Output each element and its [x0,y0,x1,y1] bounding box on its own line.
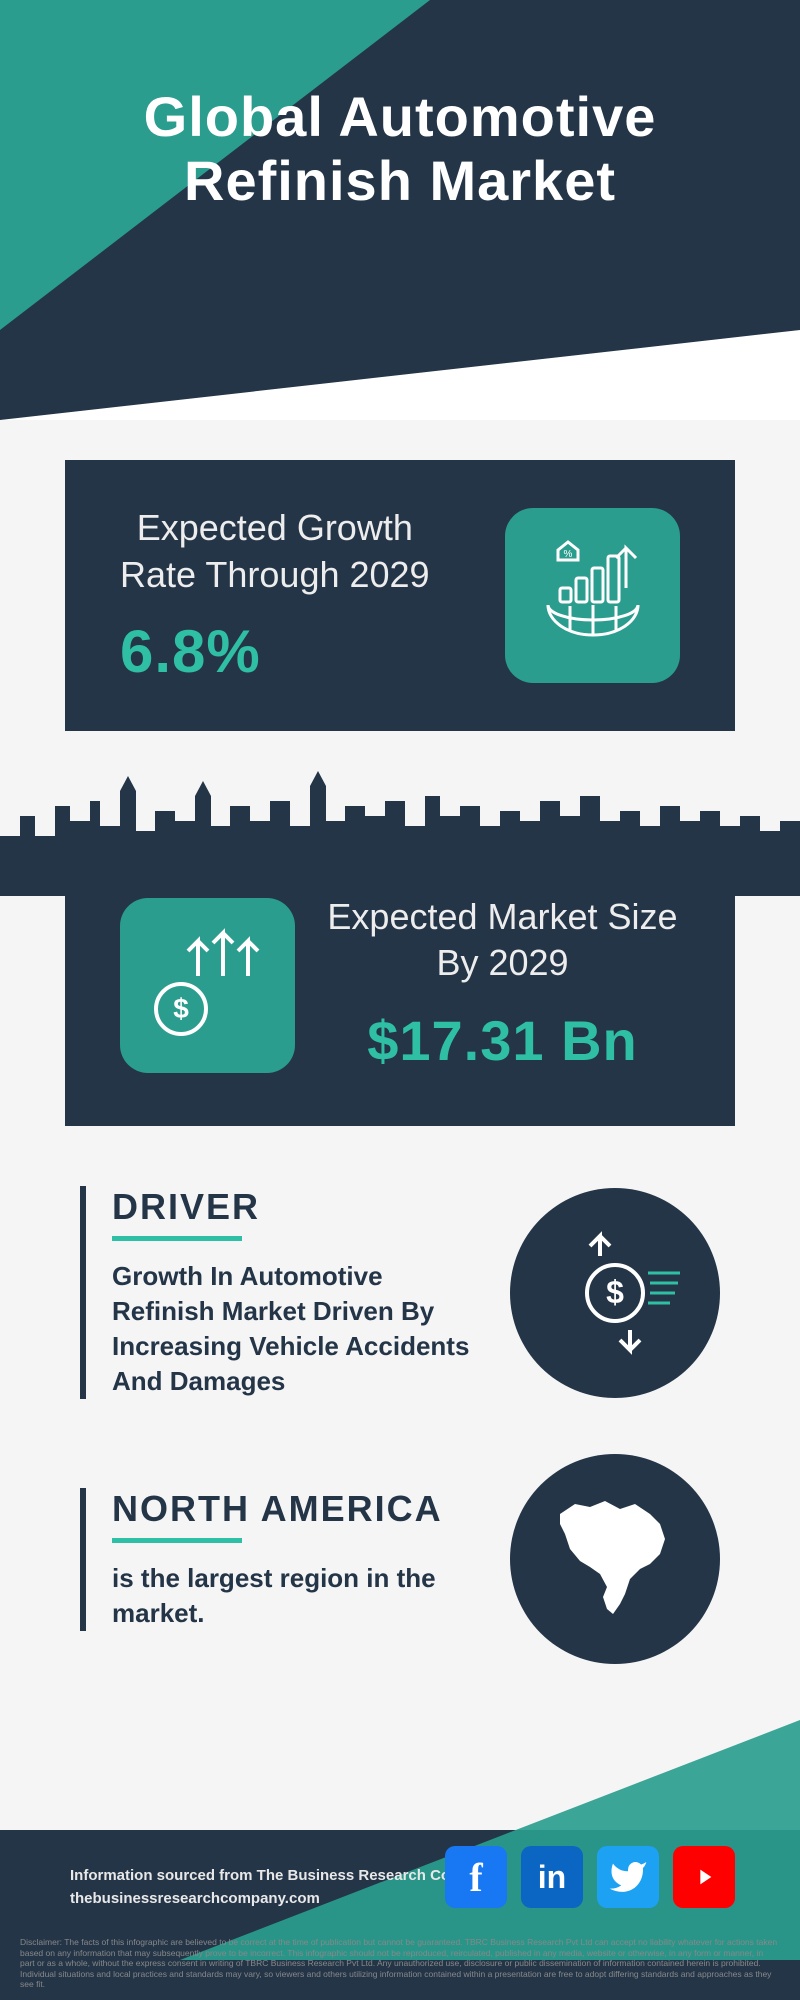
region-title: NORTH AMERICA [112,1488,470,1530]
youtube-icon[interactable] [673,1846,735,1908]
facebook-icon[interactable]: f [445,1846,507,1908]
driver-row: DRIVER Growth In Automotive Refinish Mar… [80,1186,720,1399]
north-america-icon [510,1454,720,1664]
svg-text:$: $ [606,1274,624,1310]
market-size-panel: $ Expected Market Size By 2029 $17.31 Bn [65,846,735,1126]
footer: Information sourced from The Business Re… [0,1720,800,2000]
size-value: $17.31 Bn [325,1005,680,1078]
source-attribution: Information sourced from The Business Re… [70,1865,498,1910]
header-cut-triangle [0,330,800,420]
twitter-icon[interactable] [597,1846,659,1908]
region-body: is the largest region in the market. [112,1561,470,1631]
driver-text: DRIVER Growth In Automotive Refinish Mar… [80,1186,470,1399]
growth-value: 6.8% [120,617,430,686]
growth-text-block: Expected Growth Rate Through 2029 6.8% [120,505,430,686]
driver-body: Growth In Automotive Refinish Market Dri… [112,1259,470,1399]
dollar-arrows-icon: $ [120,898,295,1073]
title-line: Refinish Market [0,149,800,213]
svg-text:%: % [563,549,572,560]
disclaimer-text: Disclaimer: The facts of this infographi… [20,1937,780,1990]
source-line: Information sourced from The Business Re… [70,1865,498,1888]
size-label: By 2029 [325,940,680,987]
info-section: DRIVER Growth In Automotive Refinish Mar… [80,1186,720,1664]
size-label: Expected Market Size [325,894,680,941]
region-text: NORTH AMERICA is the largest region in t… [80,1488,470,1631]
region-row: NORTH AMERICA is the largest region in t… [80,1454,720,1664]
dollar-cycle-icon: $ [510,1188,720,1398]
linkedin-icon[interactable]: in [521,1846,583,1908]
page-title: Global Automotive Refinish Market [0,85,800,214]
footer-teal-triangle [180,1720,800,1960]
social-icons: f in [445,1846,735,1908]
growth-rate-panel: Expected Growth Rate Through 2029 6.8% [65,460,735,731]
globe-bars-icon: % [505,508,680,683]
svg-text:$: $ [173,993,189,1024]
infographic-container: Global Automotive Refinish Market Expect… [0,0,800,2000]
underline [112,1236,242,1241]
title-line: Global Automotive [0,85,800,149]
growth-label: Rate Through 2029 [120,552,430,599]
driver-title: DRIVER [112,1186,470,1228]
header: Global Automotive Refinish Market [0,0,800,420]
underline [112,1538,242,1543]
source-line: thebusinessresearchcompany.com [70,1888,498,1911]
growth-label: Expected Growth [120,505,430,552]
size-text-block: Expected Market Size By 2029 $17.31 Bn [325,894,680,1078]
